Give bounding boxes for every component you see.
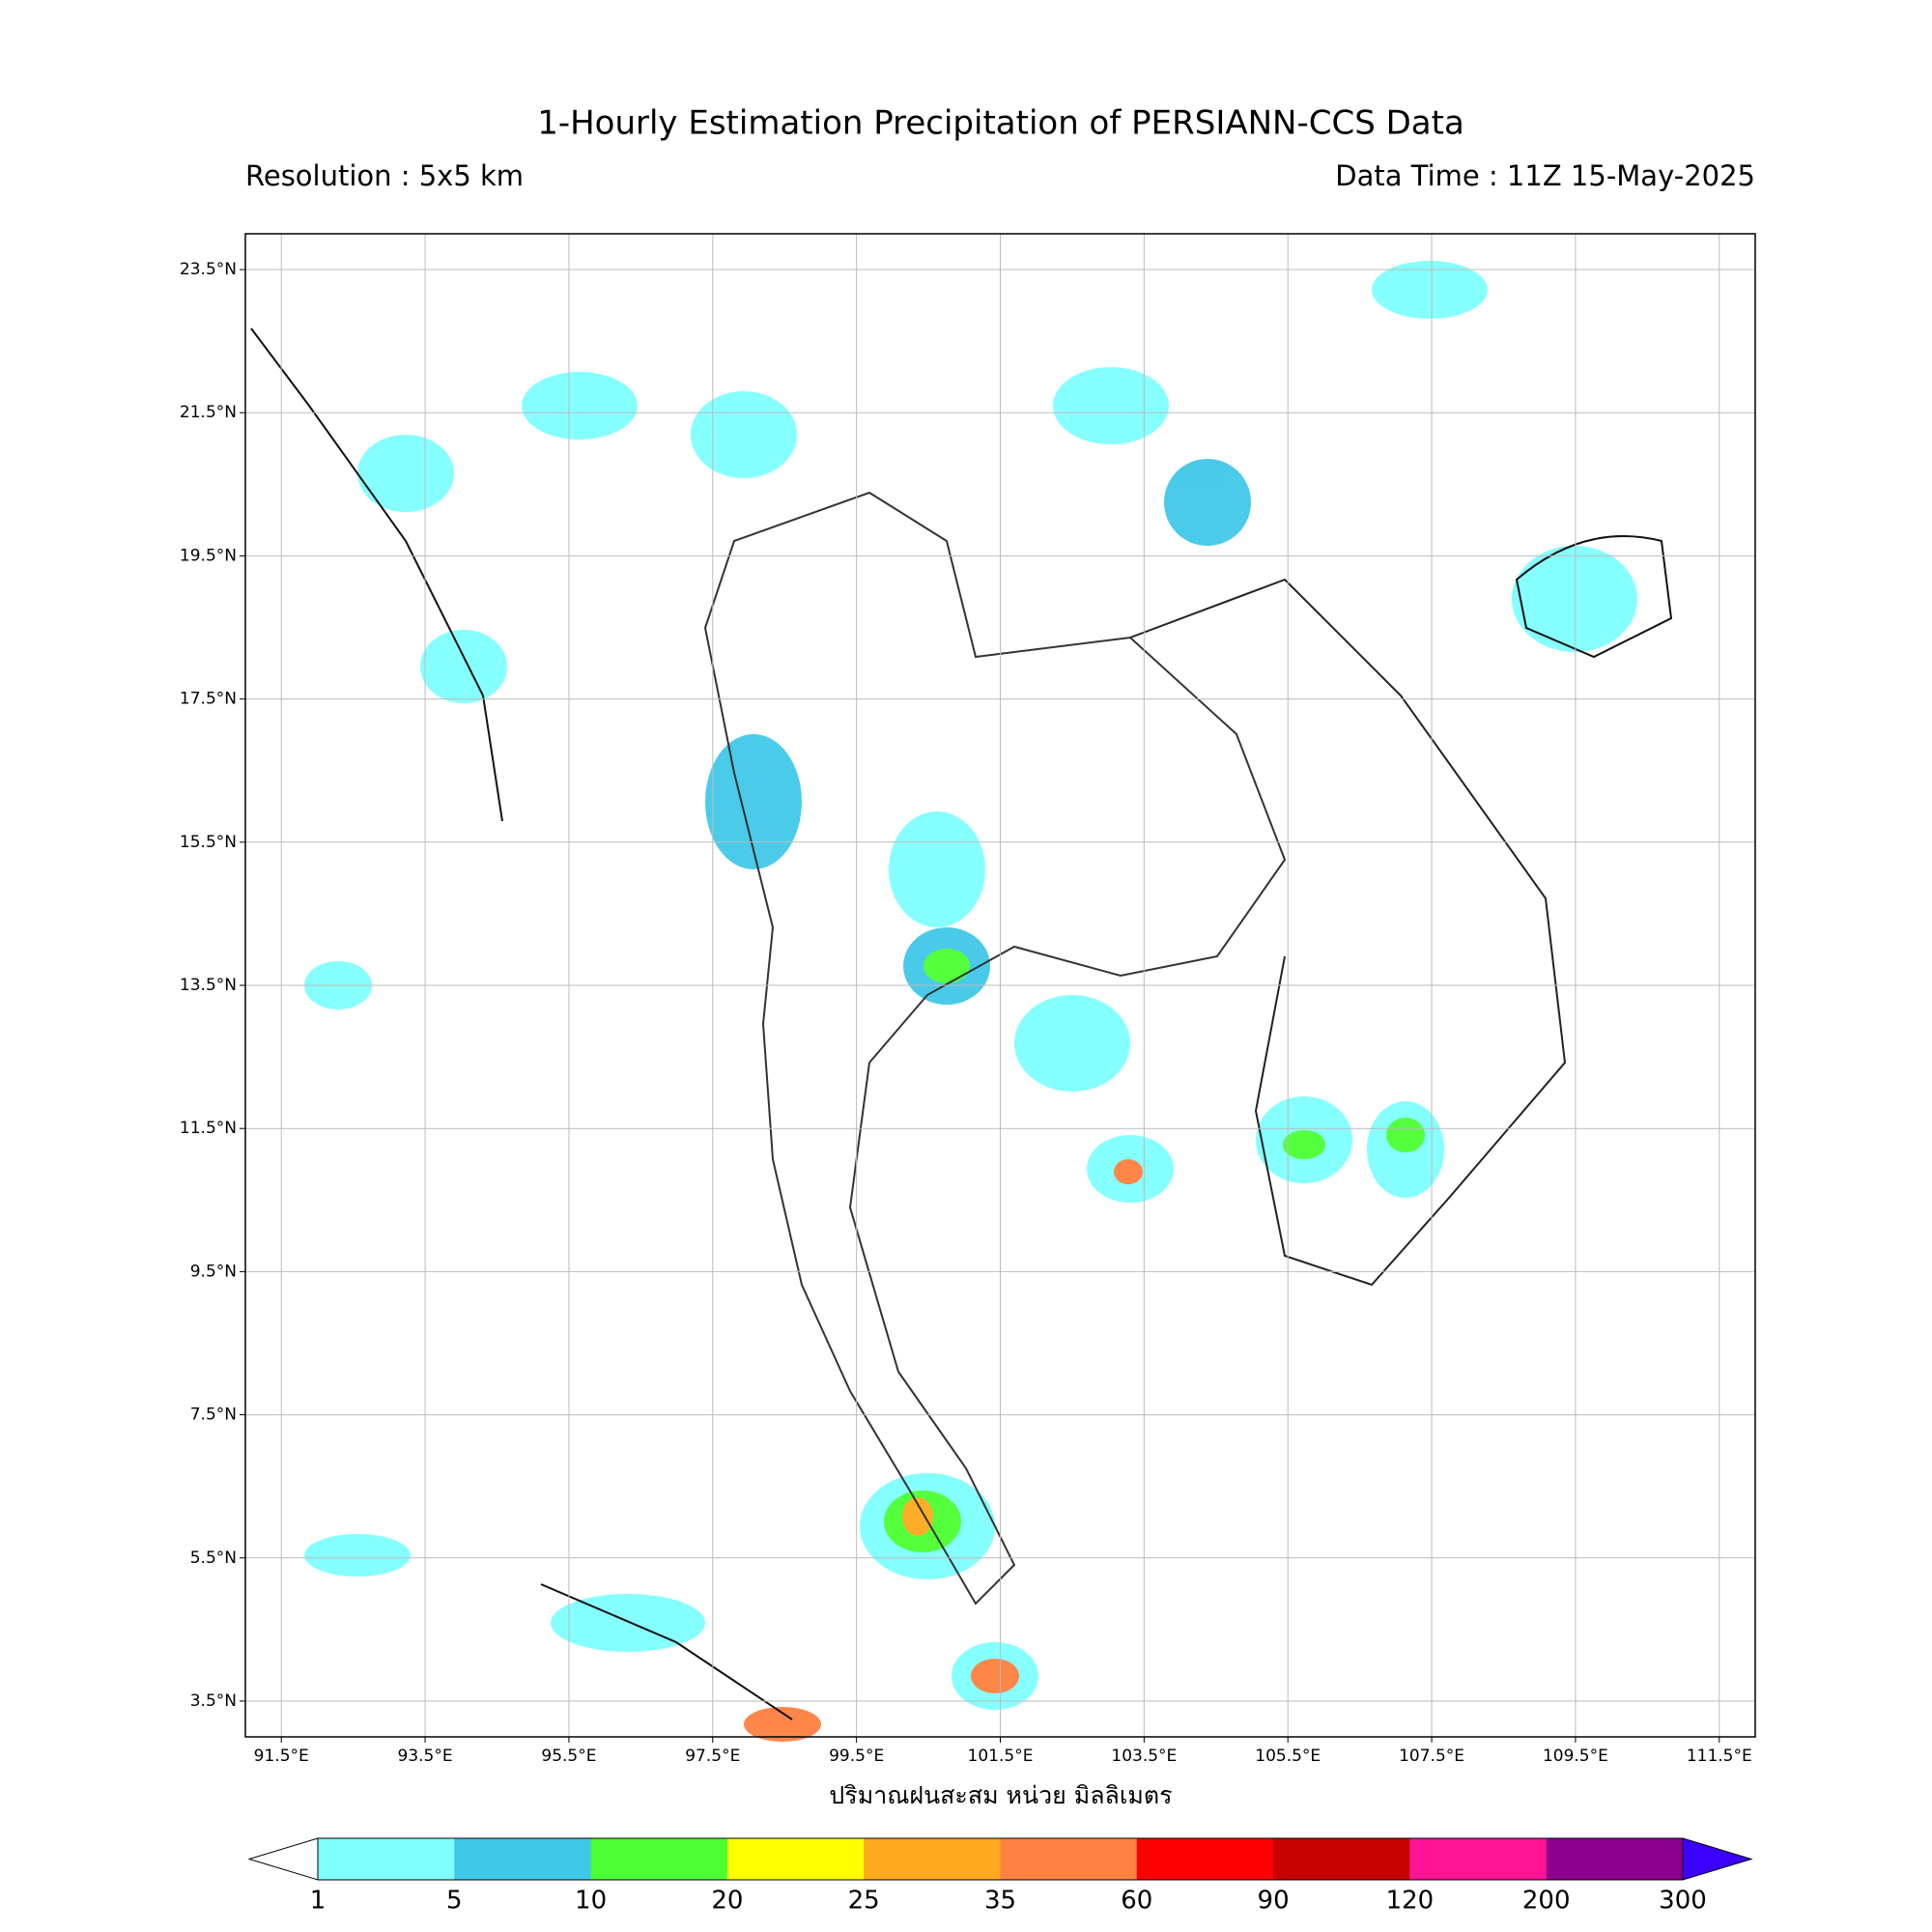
x-tick-label: 111.5°E	[1687, 1747, 1752, 1766]
y-tick-label: 21.5°N	[180, 403, 237, 422]
map-area	[245, 234, 1755, 1742]
x-axis-label: ปริมาณฝนสะสม หน่วย มิลลิเมตร	[829, 1781, 1172, 1809]
title: 1-Hourly Estimation Precipitation of PER…	[537, 104, 1464, 143]
y-tick-label: 3.5°N	[190, 1691, 237, 1711]
coastline	[1129, 578, 1567, 1287]
subtitle-left: Resolution : 5x5 km	[245, 159, 524, 192]
x-tick-label: 109.5°E	[1543, 1747, 1608, 1766]
colorbar-label: 60	[1121, 1887, 1152, 1916]
coastline	[250, 327, 793, 1720]
rain-field	[304, 261, 1637, 1742]
rain-blob	[971, 1659, 1019, 1693]
rain-blob	[1014, 995, 1130, 1092]
rain-blob	[1114, 1159, 1143, 1184]
colorbar-under	[247, 1837, 319, 1881]
colorbar-label: 90	[1258, 1887, 1290, 1916]
x-tick-label: 99.5°E	[829, 1747, 884, 1766]
colorbar-segment	[1000, 1838, 1138, 1880]
rain-blob	[551, 1594, 705, 1652]
x-tick-label: 107.5°E	[1399, 1747, 1464, 1766]
y-tick-label: 5.5°N	[190, 1548, 237, 1568]
x-tick-label: 95.5°E	[541, 1747, 596, 1766]
rain-blob	[1386, 1118, 1425, 1152]
colorbar-label: 200	[1522, 1887, 1571, 1916]
rain-blob	[902, 1497, 933, 1536]
y-tick-label: 7.5°N	[190, 1406, 237, 1425]
x-tick-label: 101.5°E	[968, 1747, 1034, 1766]
y-tick-label: 23.5°N	[180, 260, 237, 279]
coastline	[703, 491, 1287, 1605]
y-tick-label: 19.5°N	[180, 546, 237, 565]
rain-blob	[420, 630, 507, 703]
island	[1515, 535, 1673, 659]
y-tick-label: 11.5°N	[180, 1119, 237, 1138]
colorbar-segment	[864, 1838, 1001, 1880]
colorbar-label: 5	[446, 1887, 463, 1916]
x-tick-label: 97.5°E	[685, 1747, 740, 1766]
colorbar-label: 20	[711, 1887, 743, 1916]
y-tick-label: 17.5°N	[180, 690, 237, 709]
rain-blob	[705, 734, 802, 869]
colorbar-segment	[1409, 1838, 1548, 1880]
y-tick-label: 9.5°N	[190, 1262, 237, 1281]
colorbar-label: 25	[848, 1887, 880, 1916]
rain-blob	[744, 1707, 821, 1742]
colorbar-label: 10	[575, 1887, 607, 1916]
rain-blob	[357, 435, 454, 512]
rain-blob	[1372, 261, 1488, 319]
colorbar-label: 300	[1659, 1887, 1707, 1916]
rain-blob	[1283, 1130, 1325, 1159]
x-tick-label: 105.5°E	[1255, 1747, 1321, 1766]
x-tick-label: 93.5°E	[398, 1747, 453, 1766]
colorbar-segment	[1136, 1838, 1274, 1880]
colorbar-label: 35	[984, 1887, 1016, 1916]
rain-blob	[1512, 546, 1637, 652]
colorbar-segment	[726, 1838, 865, 1880]
x-tick-label: 91.5°E	[254, 1747, 309, 1766]
rain-blob	[923, 949, 970, 983]
colorbar-segment	[1546, 1838, 1684, 1880]
rain-blob	[1164, 459, 1251, 546]
colorbar-segment	[590, 1838, 728, 1880]
rain-blob	[691, 391, 797, 478]
colorbar-label: 1	[310, 1887, 327, 1916]
rain-blob	[1053, 367, 1169, 444]
colorbar-over	[1682, 1837, 1753, 1881]
y-tick-label: 15.5°N	[180, 833, 237, 852]
colorbar-frame	[317, 1837, 1684, 1881]
rain-blob	[522, 372, 638, 440]
colorbar-label: 120	[1386, 1887, 1435, 1916]
y-tick-label: 13.5°N	[180, 976, 237, 995]
rain-blob	[889, 811, 985, 927]
subtitle-right: Data Time : 11Z 15-May-2025	[1335, 159, 1755, 192]
colorbar-segment	[318, 1838, 455, 1880]
colorbar-segment	[454, 1838, 592, 1880]
x-tick-label: 103.5°E	[1111, 1747, 1177, 1766]
colorbar-segment	[1273, 1838, 1410, 1880]
rain-blob	[304, 1534, 411, 1577]
